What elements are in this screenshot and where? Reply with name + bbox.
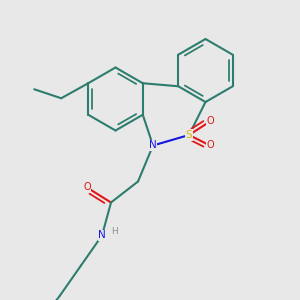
Text: N: N <box>149 140 157 151</box>
Text: O: O <box>206 140 214 151</box>
Text: S: S <box>186 130 192 140</box>
Text: N: N <box>98 230 106 241</box>
Text: O: O <box>206 116 214 127</box>
Text: O: O <box>83 182 91 193</box>
Text: H: H <box>111 226 117 236</box>
